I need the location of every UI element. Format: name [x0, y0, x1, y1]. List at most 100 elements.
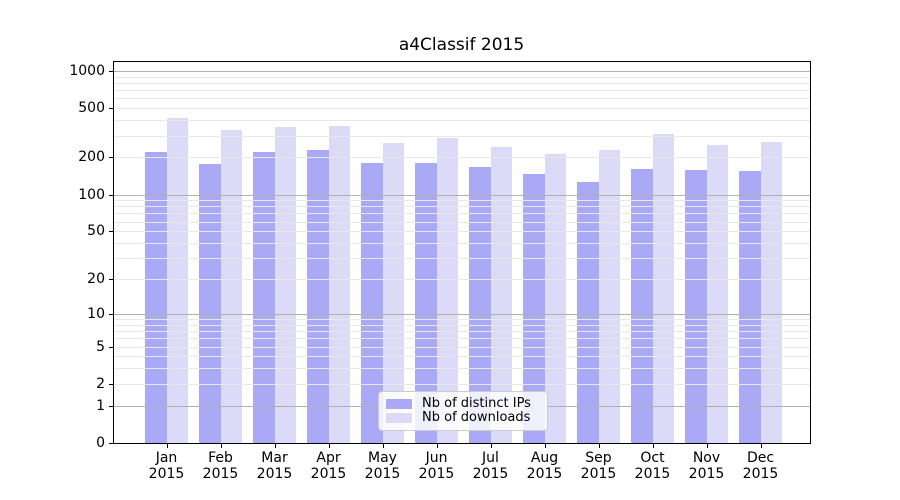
x-tick-label-nov: Nov 2015: [677, 450, 737, 482]
gridline-major: [113, 70, 810, 72]
gridline-minor: [113, 258, 810, 260]
bar-nb-of-downloads-aug: [544, 153, 566, 443]
x-tick-label-feb: Feb 2015: [191, 450, 251, 482]
bar-nb-of-distinct-ips-dec: [739, 171, 761, 443]
x-tick-month: Jun: [425, 450, 448, 466]
y-tick-mark: [109, 194, 113, 196]
x-tick-year: 2015: [526, 466, 563, 482]
x-tick-mark: [706, 444, 708, 448]
x-tick-year: 2015: [418, 466, 455, 482]
bar-nb-of-distinct-ips-jan: [145, 152, 167, 443]
y-tick-label-10: 10: [87, 305, 105, 322]
gridline-minor: [113, 231, 810, 233]
x-tick-label-oct: Oct 2015: [623, 450, 683, 482]
bar-nb-of-distinct-ips-jul: [469, 167, 491, 443]
y-tick-label-100: 100: [78, 186, 105, 203]
x-tick-month: Mar: [261, 450, 288, 466]
x-tick-mark: [328, 444, 330, 448]
y-tick-mark: [109, 70, 113, 72]
y-tick-mark: [109, 157, 113, 159]
bar-nb-of-distinct-ips-feb: [199, 163, 221, 443]
x-tick-month: Sep: [585, 450, 612, 466]
bar-nb-of-distinct-ips-mar: [253, 152, 275, 443]
legend-swatch-downloads-icon: [386, 413, 412, 423]
bar-nb-of-distinct-ips-jun: [415, 162, 437, 443]
legend-label-distinct-ips: Nb of distinct IPs: [422, 396, 531, 411]
bar-nb-of-downloads-dec: [760, 142, 782, 443]
bar-nb-of-downloads-jan: [166, 118, 188, 443]
x-tick-month: Dec: [746, 450, 775, 466]
bar-nb-of-downloads-feb: [220, 129, 242, 443]
legend-label-downloads: Nb of downloads: [422, 410, 531, 425]
y-tick-label-20: 20: [87, 271, 105, 287]
gridline-minor: [113, 206, 810, 208]
legend: Nb of distinct IPs Nb of downloads: [378, 391, 548, 431]
y-tick-label-1: 1: [96, 397, 105, 414]
x-tick-year: 2015: [634, 466, 671, 482]
gridline-minor: [113, 120, 810, 122]
y-tick-mark: [109, 313, 113, 315]
y-tick-label-2: 2: [96, 375, 105, 392]
legend-item-downloads: Nb of downloads: [386, 411, 539, 425]
gridline-minor: [113, 383, 810, 385]
x-tick-mark: [598, 444, 600, 448]
x-tick-month: Feb: [208, 450, 233, 466]
x-tick-label-sep: Sep 2015: [569, 450, 629, 482]
y-tick-mark: [109, 279, 113, 280]
x-tick-year: 2015: [364, 466, 401, 482]
bar-nb-of-downloads-oct: [652, 134, 674, 443]
y-tick-label-200: 200: [78, 149, 105, 166]
bar-nb-of-downloads-may: [382, 142, 404, 443]
y-tick-mark: [109, 443, 113, 444]
gridline-minor: [113, 76, 810, 78]
gridline-minor: [113, 368, 810, 370]
bar-nb-of-distinct-ips-sep: [577, 182, 599, 443]
x-tick-label-may: May 2015: [353, 450, 413, 482]
x-tick-mark: [652, 444, 654, 448]
y-tick-label-500: 500: [78, 100, 105, 117]
gridline-minor: [113, 324, 810, 326]
x-tick-year: 2015: [202, 466, 239, 482]
x-tick-label-jan: Jan 2015: [137, 450, 197, 482]
y-tick-mark: [109, 346, 113, 348]
gridline-minor: [113, 82, 810, 84]
gridline-minor: [113, 90, 810, 92]
legend-item-distinct-ips: Nb of distinct IPs: [386, 397, 539, 411]
gridline-minor: [113, 135, 810, 137]
y-tick-mark: [109, 383, 113, 385]
x-tick-month: Oct: [640, 450, 665, 466]
x-tick-month: Jan: [155, 450, 178, 466]
x-tick-year: 2015: [472, 466, 509, 482]
x-tick-mark: [274, 444, 276, 448]
y-tick-mark: [109, 231, 113, 233]
y-tick-label-5: 5: [96, 338, 105, 355]
gridline-minor: [113, 98, 810, 100]
gridline-minor: [113, 319, 810, 320]
x-tick-year: 2015: [580, 466, 617, 482]
gridline-minor: [113, 157, 810, 159]
bar-nb-of-distinct-ips-oct: [631, 168, 653, 443]
y-tick-label-50: 50: [87, 223, 105, 240]
gridline-minor: [113, 279, 810, 280]
x-tick-label-apr: Apr 2015: [299, 450, 359, 482]
x-tick-year: 2015: [742, 466, 779, 482]
x-tick-label-jun: Jun 2015: [407, 450, 467, 482]
x-tick-year: 2015: [688, 466, 725, 482]
gridline-minor: [113, 338, 810, 340]
gridline-minor: [113, 200, 810, 202]
gridline-minor: [113, 346, 810, 348]
x-tick-year: 2015: [148, 466, 185, 482]
x-tick-mark: [220, 444, 222, 448]
x-tick-label-jul: Jul 2015: [461, 450, 521, 482]
x-tick-label-aug: Aug 2015: [515, 450, 575, 482]
x-tick-mark: [436, 444, 438, 448]
x-tick-month: Apr: [316, 450, 341, 466]
bar-nb-of-downloads-sep: [598, 150, 620, 443]
y-tick-mark: [109, 108, 113, 110]
x-tick-mark: [760, 444, 762, 448]
gridline-major: [113, 194, 810, 196]
gridline-minor: [113, 356, 810, 358]
y-tick-label-0: 0: [96, 435, 105, 451]
x-tick-mark: [490, 444, 492, 448]
